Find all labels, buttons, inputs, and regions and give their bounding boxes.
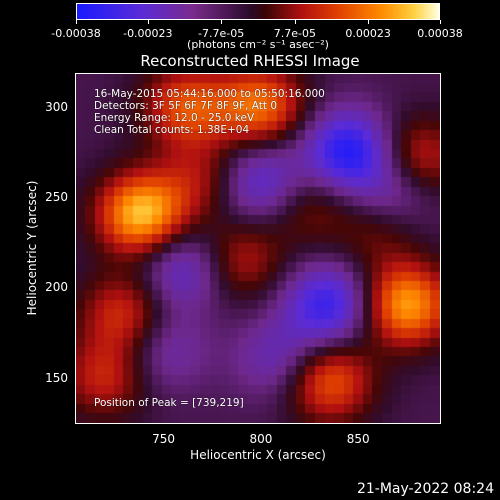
colorbar-tick-label: 7.7e-05 [273,27,316,40]
y-tick-label: 250 [45,189,68,204]
colorbar-unit-label: (photons cm⁻² s⁻¹ asec⁻²) [187,38,329,51]
annotation-clean: Clean Total counts: 1.38E+04 [94,124,250,136]
colorbar-tick-label: 0.00023 [345,27,391,40]
x-tick-label: 800 [249,432,273,446]
timestamp: 21-May-2022 08:24 [356,481,494,497]
colorbar [76,3,440,20]
x-axis-label: Heliocentric X (arcsec) [190,448,326,462]
colorbar-tick-label: 0.00038 [417,27,463,40]
colorbar-tick-mark [440,20,441,24]
x-tick-label: 750 [152,432,176,446]
colorbar-tick-mark [294,20,296,24]
heatmap-image [76,74,440,423]
annotation-time: 16-May-2015 05:44:16.000 to 05:50:16.000 [94,88,325,100]
x-tick-label: 850 [346,432,370,446]
y-tick-label: 150 [45,370,68,385]
chart-title: Reconstructed RHESSI Image [140,52,360,70]
colorbar-tick-mark [221,20,223,24]
colorbar-tick-label: -0.00023 [123,27,173,40]
y-axis-label: Heliocentric Y (arcsec) [25,180,39,316]
y-tick-label: 300 [45,99,68,114]
annotation-peak: Position of Peak = [739,219] [94,397,244,409]
colorbar-tick-mark [147,20,149,24]
colorbar-tick-label: -0.00038 [51,27,101,40]
colorbar-tick-mark [368,20,370,24]
colorbar-tick-label: -7.7e-05 [198,27,245,40]
annotation-energy: Energy Range: 12.0 - 25.0 keV [94,112,255,124]
colorbar-tick-mark [76,20,77,24]
annotation-detectors: Detectors: 3F 5F 6F 7F 8F 9F, Att 0 [94,100,278,112]
y-tick-label: 200 [45,280,68,295]
plot-area: 16-May-2015 05:44:16.000 to 05:50:16.000… [75,73,441,424]
